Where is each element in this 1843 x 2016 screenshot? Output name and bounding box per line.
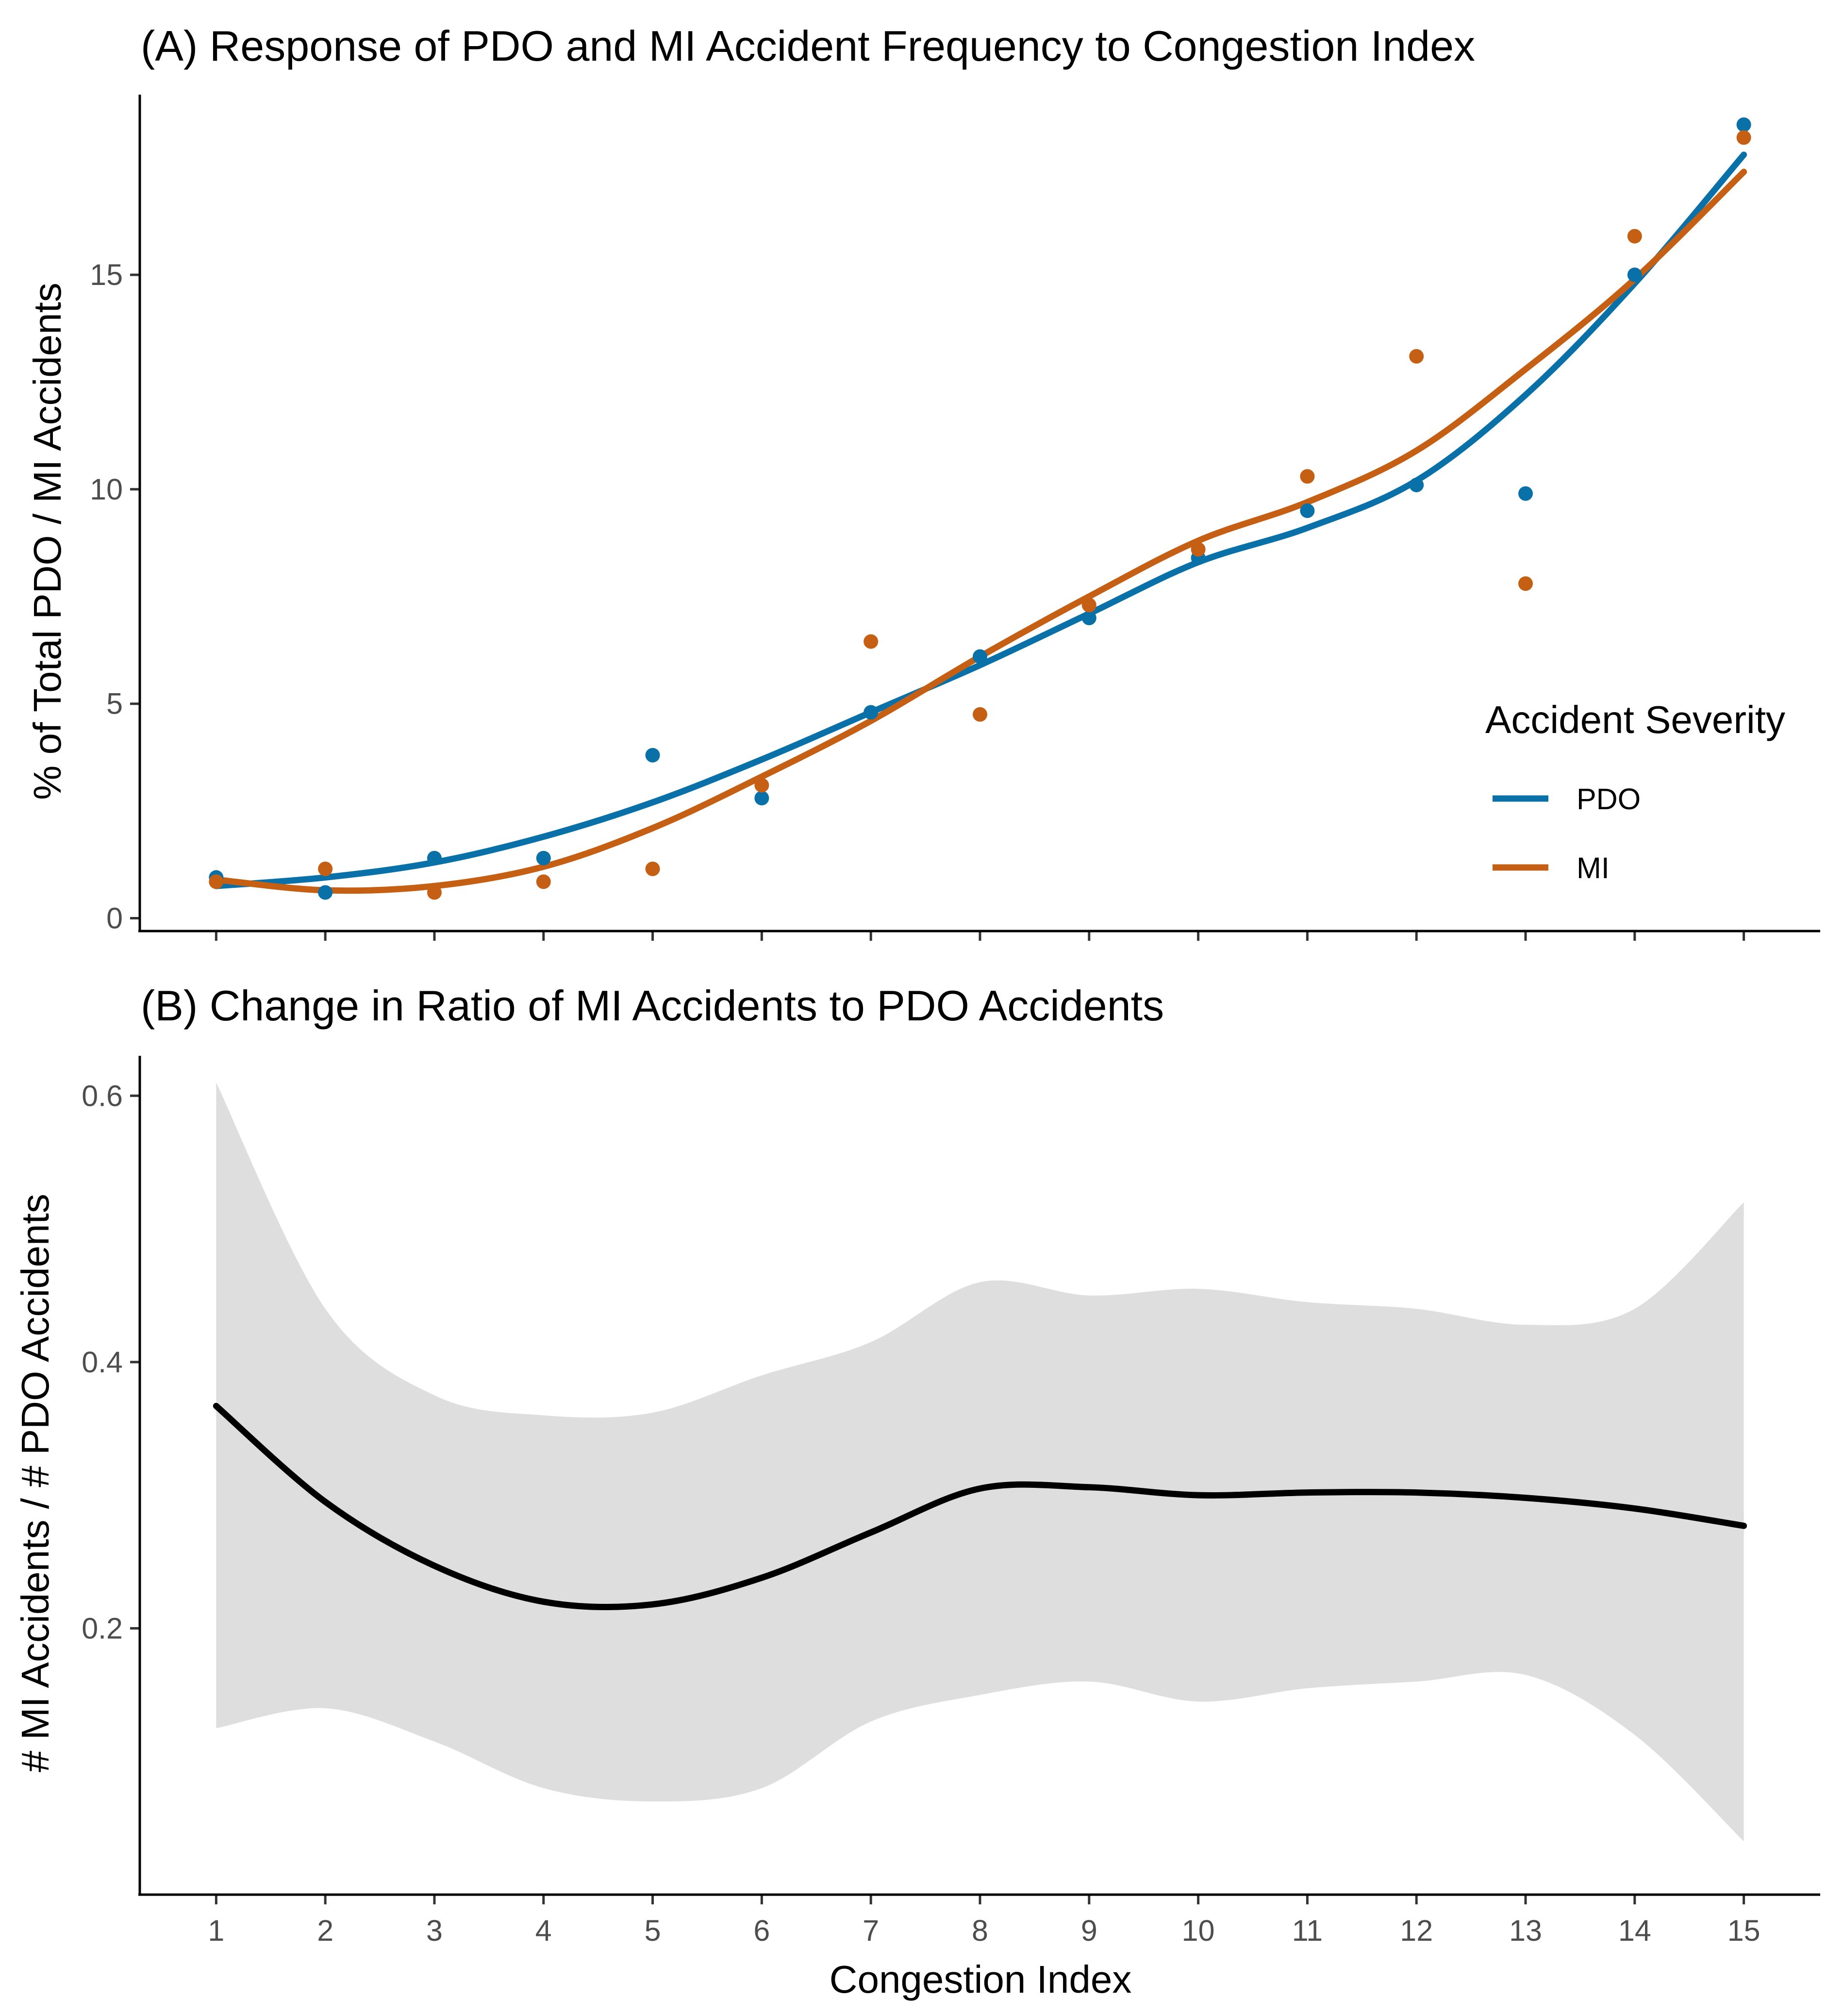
panel-b-xtick-label: 12 — [1400, 1914, 1433, 1947]
point-mi — [1300, 469, 1315, 484]
point-mi — [318, 861, 333, 876]
panel-b-xtick-label: 15 — [1727, 1914, 1760, 1947]
point-pdo — [1409, 478, 1424, 493]
point-mi — [973, 707, 987, 722]
point-pdo — [754, 791, 769, 806]
panel-b-title: (B) Change in Ratio of MI Accidents to P… — [141, 982, 1164, 1030]
legend: Accident Severity PDO MI — [1485, 698, 1785, 884]
point-mi — [209, 874, 224, 889]
point-mi — [754, 778, 769, 793]
panel-b-xtick-label: 4 — [535, 1914, 552, 1947]
point-mi — [1736, 130, 1751, 145]
point-pdo — [1518, 486, 1533, 501]
point-pdo — [1081, 610, 1096, 625]
point-pdo — [318, 885, 333, 900]
point-mi — [1409, 349, 1424, 364]
panel-b-xtick-label: 8 — [972, 1914, 988, 1947]
point-mi — [1081, 598, 1096, 613]
point-pdo — [863, 705, 879, 720]
point-mi — [536, 874, 551, 889]
ratio-line — [213, 1402, 1747, 1611]
panel-b-ylabel: # MI Accidents / # PDO Accidents — [14, 1194, 57, 1772]
point-pdo — [536, 850, 551, 866]
panel-a-title: (A) Response of PDO and MI Accident Freq… — [141, 22, 1475, 70]
panel-a-ytick-label: 0 — [106, 901, 123, 934]
panel-b-xtick-label: 14 — [1618, 1914, 1651, 1947]
panel-b-xtick-label: 5 — [645, 1914, 661, 1947]
point-mi — [645, 861, 660, 876]
legend-label-pdo: PDO — [1577, 783, 1641, 816]
point-mi — [863, 634, 879, 649]
panel-a-ylabel: % of Total PDO / MI Accidents — [26, 283, 69, 800]
point-mi — [1191, 542, 1206, 557]
panel-b-xtick-label: 7 — [863, 1914, 879, 1947]
point-pdo — [1736, 117, 1751, 132]
point-pdo — [427, 850, 442, 866]
point-mi — [1518, 576, 1533, 591]
panel-a: (A) Response of PDO and MI Accident Freq… — [26, 22, 1820, 941]
panel-b-xtick-label: 3 — [426, 1914, 443, 1947]
panel-b: (B) Change in Ratio of MI Accidents to P… — [14, 982, 1820, 2001]
smooth-line-mi — [213, 168, 1747, 894]
panel-a-ytick-label: 15 — [90, 258, 123, 291]
legend-title: Accident Severity — [1485, 698, 1785, 741]
panel-b-xtick-label: 2 — [317, 1914, 333, 1947]
panel-a-ytick-label: 5 — [106, 687, 123, 720]
smooth-line-pdo — [213, 151, 1747, 889]
panel-b-xtick-label: 10 — [1182, 1914, 1215, 1947]
panel-b-xtick-label: 9 — [1081, 1914, 1097, 1947]
point-mi — [427, 885, 442, 900]
point-pdo — [1627, 267, 1642, 283]
panel-a-ytick-label: 10 — [90, 473, 123, 506]
confidence-band — [216, 1082, 1744, 1842]
point-pdo — [1300, 503, 1315, 518]
legend-label-mi: MI — [1577, 851, 1610, 884]
panel-b-ytick-label: 0.2 — [82, 1612, 123, 1645]
point-pdo — [973, 649, 987, 664]
panel-b-xtick-label: 6 — [753, 1914, 770, 1947]
panel-b-xlabel: Congestion Index — [830, 1958, 1132, 2001]
panel-b-xtick-label: 13 — [1509, 1914, 1542, 1947]
panel-b-xtick-label: 1 — [208, 1914, 224, 1947]
panel-b-ytick-label: 0.6 — [82, 1079, 123, 1112]
point-pdo — [645, 748, 660, 763]
panel-b-xtick-label: 11 — [1292, 1914, 1323, 1947]
point-mi — [1627, 229, 1642, 244]
panel-b-ytick-label: 0.4 — [82, 1346, 123, 1379]
